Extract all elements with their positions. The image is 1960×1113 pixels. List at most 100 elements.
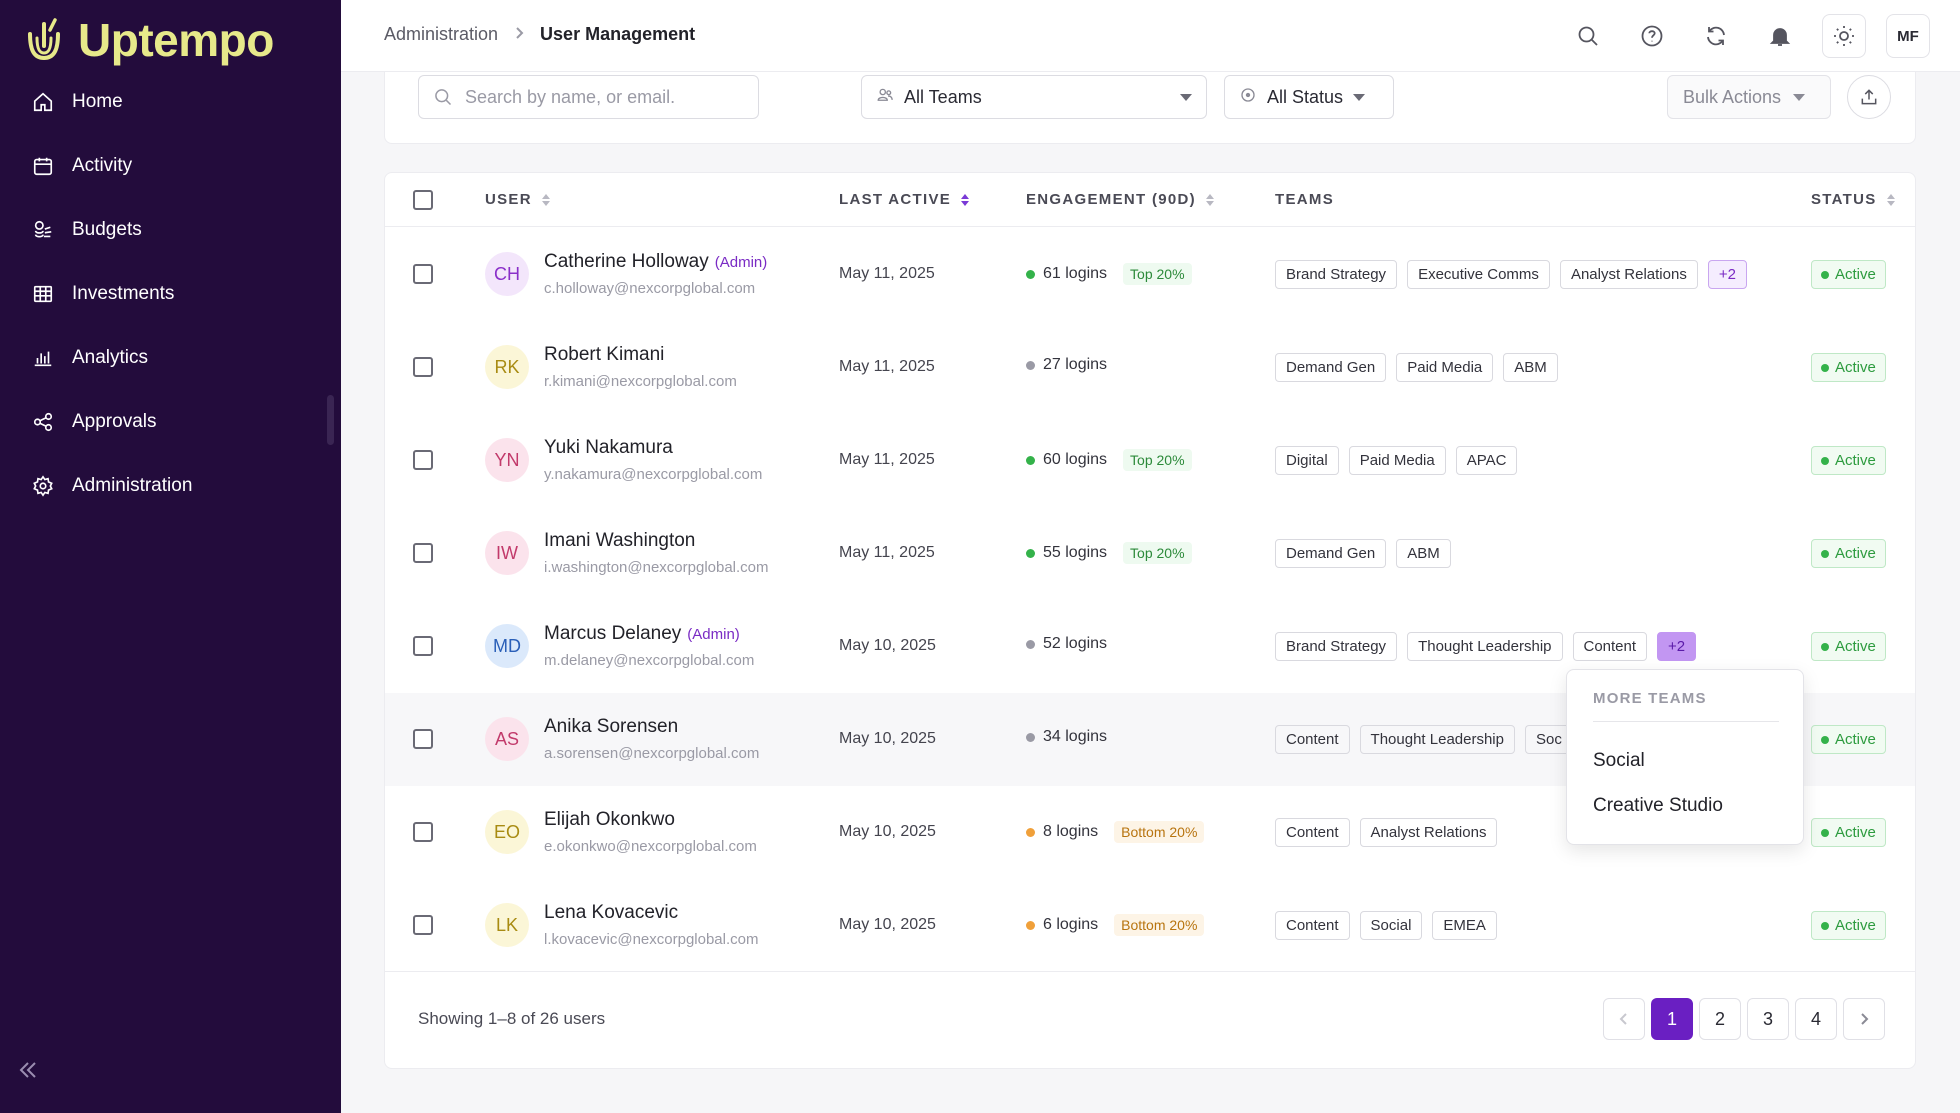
status-filter-select[interactable]: All Status	[1224, 75, 1394, 119]
bulk-actions-button[interactable]: Bulk Actions	[1667, 75, 1831, 119]
user-name-text: Robert Kimani	[544, 344, 665, 365]
page-button-3[interactable]: 3	[1747, 998, 1789, 1040]
status-badge: Active	[1811, 353, 1886, 382]
next-page-button[interactable]	[1843, 998, 1885, 1040]
sidebar-scrollbar[interactable]	[327, 395, 334, 445]
user-name[interactable]: Anika Sorensen	[544, 716, 678, 738]
row-checkbox[interactable]	[413, 450, 433, 470]
table-row[interactable]: MD Marcus Delaney (Admin) m.delaney@nexcorp…	[385, 600, 1915, 693]
user-name[interactable]: Robert Kimani	[544, 344, 664, 366]
search-field[interactable]	[418, 75, 759, 119]
sidebar-item-activity[interactable]: Activity	[0, 134, 341, 198]
table-row[interactable]: CH Catherine Holloway (Admin) c.holloway@ne…	[385, 228, 1915, 321]
logins-count: 55 logins	[1043, 544, 1108, 561]
sidebar-item-budgets[interactable]: Budgets	[0, 198, 341, 262]
search-input[interactable]	[465, 86, 745, 108]
column-header-last-active[interactable]: LAST ACTIVE	[839, 191, 970, 208]
sidebar-item-investments[interactable]: Investments	[0, 262, 341, 326]
team-tags: Demand Gen ABM	[1275, 539, 1451, 568]
collapse-sidebar-button[interactable]	[16, 1058, 40, 1082]
breadcrumb-administration[interactable]: Administration	[384, 24, 499, 44]
engagement: 27 logins	[1026, 356, 1107, 374]
logins-count: 8 logins	[1043, 823, 1099, 840]
sidebar-item-label: Approvals	[72, 411, 157, 432]
column-label: LAST ACTIVE	[839, 191, 952, 208]
team-tag: Executive Comms	[1407, 260, 1550, 289]
user-name[interactable]: Yuki Nakamura	[544, 437, 673, 459]
user-avatar[interactable]: MF	[1886, 14, 1930, 58]
status-circle-icon	[1239, 86, 1257, 109]
sidebar-nav: Home Activity Budgets Investments Analyt…	[0, 70, 341, 518]
table-header: USER LAST ACTIVE ENGAGEMENT (90D) TEAMS …	[385, 173, 1915, 227]
user-name[interactable]: Catherine Holloway (Admin)	[544, 251, 767, 273]
user-name-text: Imani Washington	[544, 530, 696, 551]
row-checkbox[interactable]	[413, 822, 433, 842]
sidebar: Uptempo Home Activity Budgets Investment…	[0, 0, 341, 1113]
status-dot-icon	[1821, 921, 1829, 930]
user-email: y.nakamura@nexcorpglobal.com	[544, 466, 763, 483]
table-row[interactable]: IW Imani Washington i.washington@nexcorpgl…	[385, 507, 1915, 600]
sidebar-item-home[interactable]: Home	[0, 70, 341, 134]
sidebar-item-approvals[interactable]: Approvals	[0, 390, 341, 454]
refresh-button[interactable]	[1694, 14, 1738, 58]
pagination: 1 2 3 4	[1603, 998, 1885, 1040]
table-row[interactable]: YN Yuki Nakamura y.nakamura@nexcorpglobal.…	[385, 414, 1915, 507]
search-button[interactable]	[1566, 14, 1610, 58]
sidebar-item-analytics[interactable]: Analytics	[0, 326, 341, 390]
column-header-status[interactable]: STATUS	[1811, 191, 1895, 208]
team-tag: Paid Media	[1348, 446, 1446, 475]
theme-toggle-button[interactable]	[1822, 14, 1866, 58]
user-name-text: Yuki Nakamura	[544, 437, 673, 458]
team-tags: Demand Gen Paid Media ABM	[1275, 353, 1558, 382]
caret-down-icon	[1180, 93, 1192, 101]
row-checkbox[interactable]	[413, 357, 433, 377]
row-checkbox[interactable]	[413, 264, 433, 284]
user-name[interactable]: Lena Kovacevic	[544, 902, 678, 924]
select-all-checkbox[interactable]	[413, 190, 433, 210]
table-row[interactable]: LK Lena Kovacevic l.kovacevic@nexcorpgloba…	[385, 879, 1915, 972]
chevron-right-icon	[512, 24, 526, 45]
popover-title: MORE TEAMS	[1593, 690, 1707, 707]
teams-filter-select[interactable]: All Teams	[861, 75, 1207, 119]
popover-team-item[interactable]: Social	[1593, 750, 1645, 771]
table-row[interactable]: EO Elijah Okonkwo e.okonkwo@nexcorpglobal.…	[385, 786, 1915, 879]
previous-page-button[interactable]	[1603, 998, 1645, 1040]
admin-label: (Admin)	[687, 626, 740, 643]
user-name[interactable]: Elijah Okonkwo	[544, 809, 675, 831]
column-label: USER	[485, 191, 532, 208]
more-teams-button[interactable]: +2	[1707, 260, 1747, 289]
grid-icon	[33, 285, 53, 303]
row-checkbox[interactable]	[413, 636, 433, 656]
more-teams-button[interactable]: +2	[1657, 632, 1697, 661]
status-dot-icon	[1821, 363, 1829, 372]
popover-team-item[interactable]: Creative Studio	[1593, 795, 1723, 816]
table-row[interactable]: RK Robert Kimani r.kimani@nexcorpglobal.co…	[385, 321, 1915, 414]
team-tag: Content	[1275, 725, 1350, 754]
more-teams-popover: MORE TEAMS Social Creative Studio	[1566, 669, 1804, 845]
column-header-user[interactable]: USER	[485, 191, 550, 208]
status-text: Active	[1835, 917, 1876, 934]
help-button[interactable]	[1630, 14, 1674, 58]
team-tag: Brand Strategy	[1275, 632, 1398, 661]
user-name[interactable]: Marcus Delaney (Admin)	[544, 623, 740, 645]
status-badge: Active	[1811, 632, 1886, 661]
team-tags: Brand Strategy Executive Comms Analyst Rel…	[1275, 260, 1747, 289]
row-checkbox[interactable]	[413, 915, 433, 935]
sort-icon	[1205, 193, 1214, 206]
page-button-4[interactable]: 4	[1795, 998, 1837, 1040]
team-tag: Social	[1359, 911, 1423, 940]
team-tag: Soc	[1524, 725, 1572, 754]
export-button[interactable]	[1847, 75, 1891, 119]
user-name-text: Elijah Okonkwo	[544, 809, 675, 830]
column-header-engagement[interactable]: ENGAGEMENT (90D)	[1026, 191, 1214, 208]
notifications-button[interactable]	[1758, 14, 1802, 58]
app-logo[interactable]: Uptempo	[24, 10, 274, 70]
row-checkbox[interactable]	[413, 729, 433, 749]
user-name[interactable]: Imani Washington	[544, 530, 695, 552]
page-button-1[interactable]: 1	[1651, 998, 1693, 1040]
logins-count: 34 logins	[1043, 728, 1108, 745]
sidebar-item-administration[interactable]: Administration	[0, 454, 341, 518]
row-checkbox[interactable]	[413, 543, 433, 563]
page-button-2[interactable]: 2	[1699, 998, 1741, 1040]
caret-down-icon	[1793, 93, 1806, 101]
